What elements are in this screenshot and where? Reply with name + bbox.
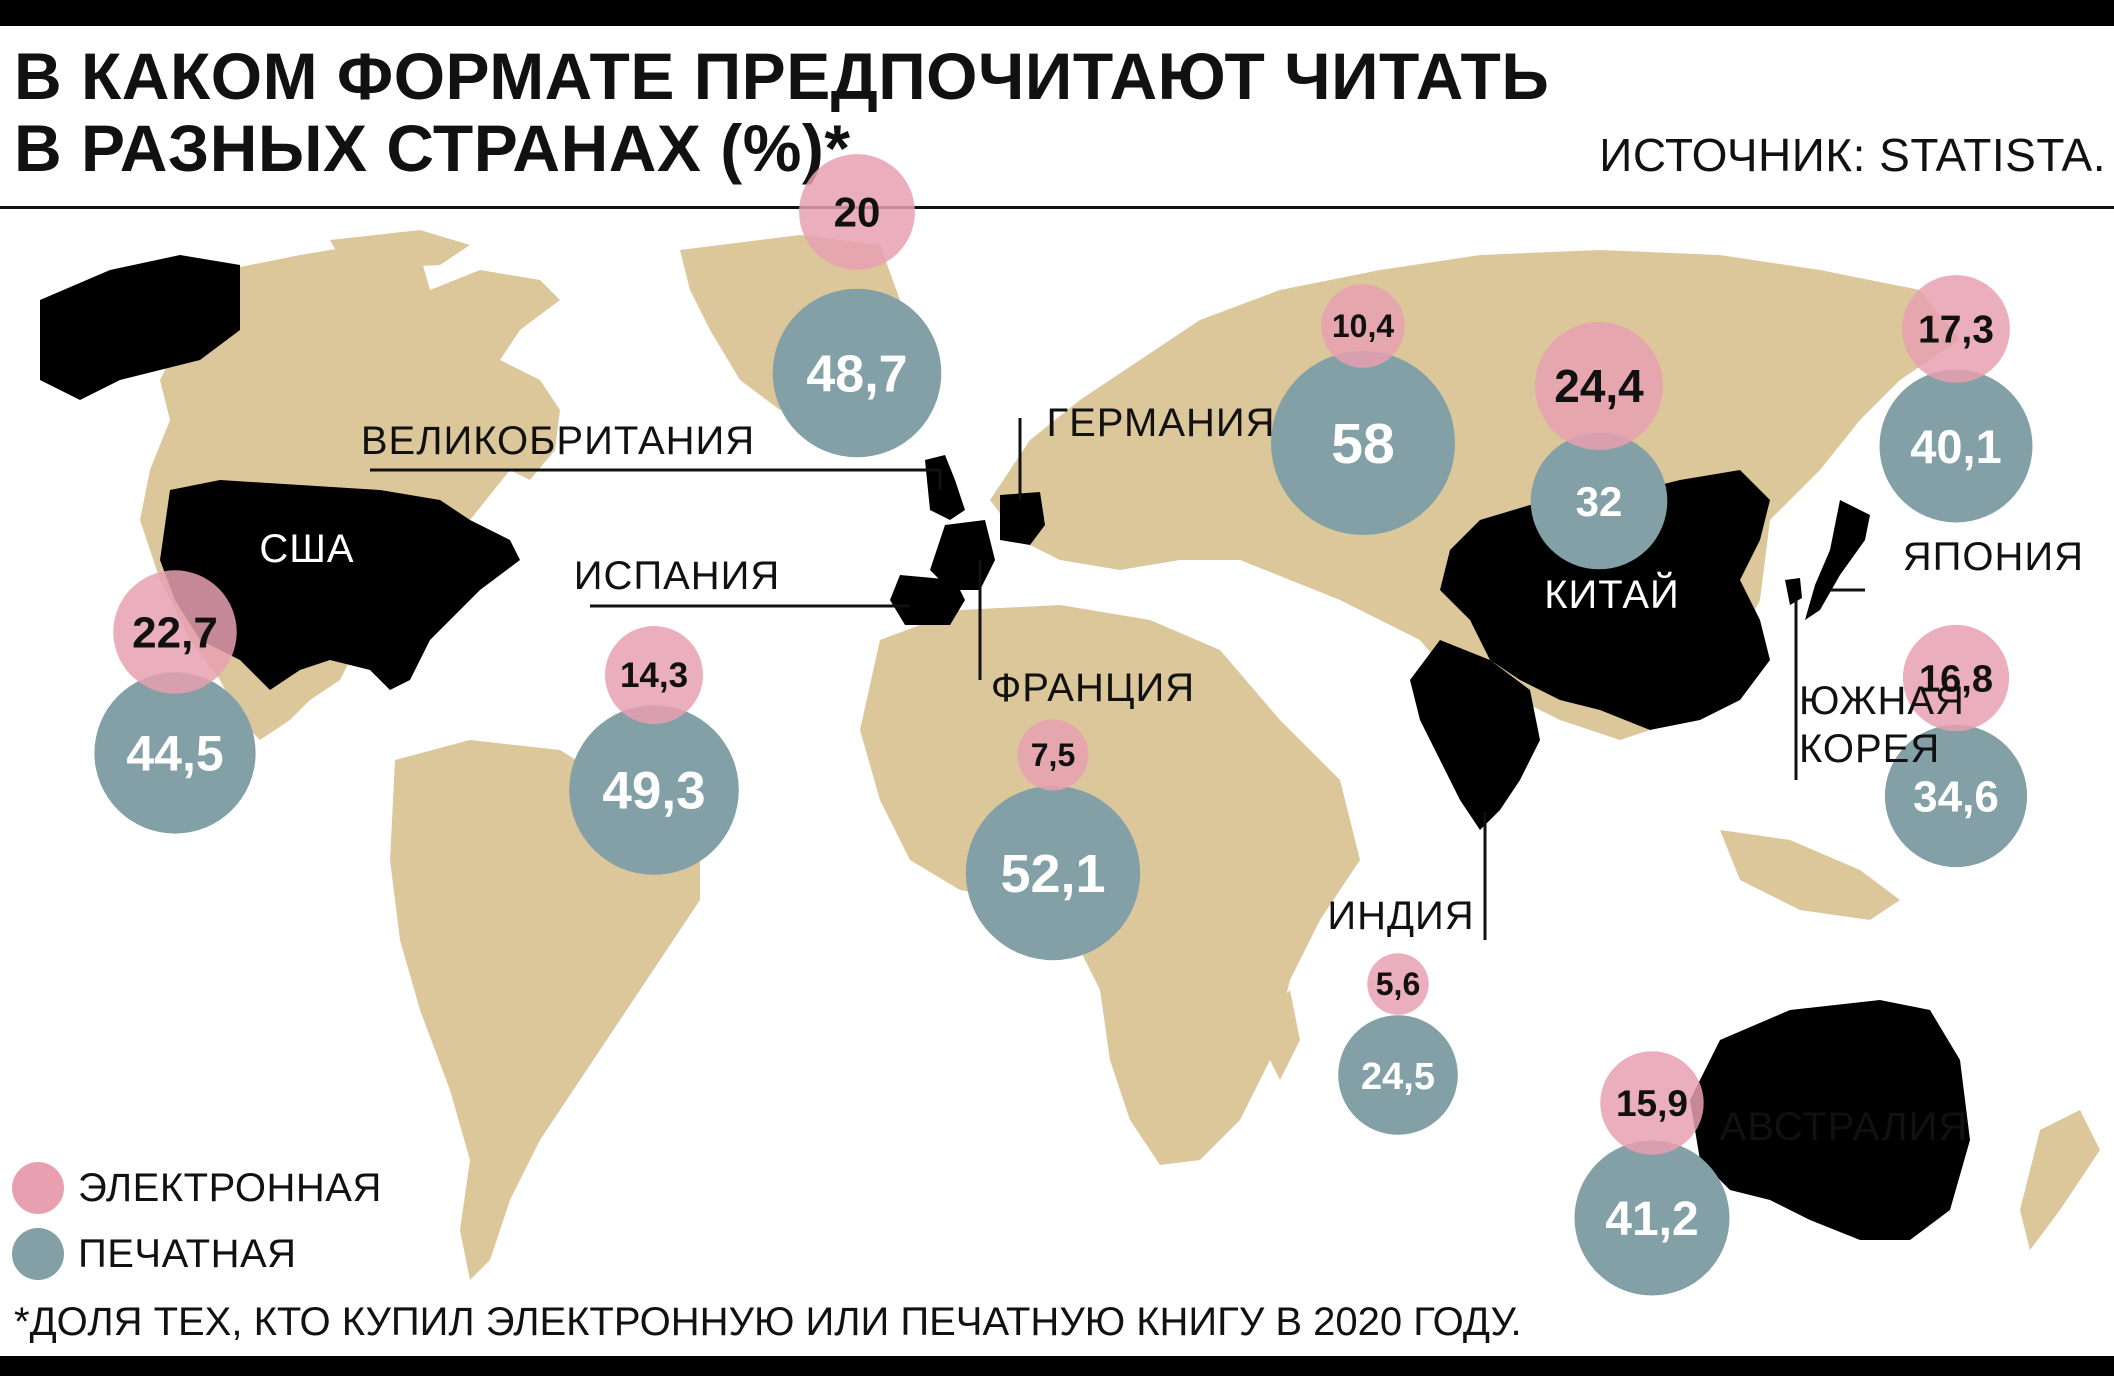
landmass-new-zealand (2020, 1110, 2100, 1250)
country-shape-alaska (40, 255, 240, 400)
country-shape-china (1440, 470, 1770, 730)
electronic-value-индия: 5,6 (1376, 966, 1420, 1002)
print-bubble-сша (94, 672, 256, 834)
country-shape-usa (160, 480, 520, 690)
country-shape-uk (925, 455, 965, 520)
print-value-австралия: 41,2 (1605, 1193, 1698, 1246)
print-bubble-япония (1879, 369, 2033, 523)
print-bubble-великобритания (772, 288, 942, 458)
footnote: *ДОЛЯ ТЕХ, КТО КУПИЛ ЭЛЕКТРОННУЮ ИЛИ ПЕЧ… (14, 1300, 1522, 1344)
electronic-bubble-сша (113, 570, 237, 694)
country-label-южная-корея-1: ЮЖНАЯ (1799, 679, 1965, 723)
country-label-франция: ФРАНЦИЯ (991, 666, 1195, 710)
legend-electronic: ЭЛЕКТРОННАЯ (12, 1162, 382, 1214)
print-value-япония: 40,1 (1910, 420, 2001, 473)
country-label-япония: ЯПОНИЯ (1903, 535, 2084, 579)
country-shape-germany (1000, 492, 1045, 545)
country-shape-spain (890, 575, 965, 625)
print-value-сша: 44,5 (126, 726, 223, 782)
leader-uk (370, 468, 942, 490)
legend-print-label: ПЕЧАТНАЯ (78, 1231, 297, 1276)
source-label: ИСТОЧНИК: STATISTA. (1599, 129, 2106, 181)
print-bubble-китай (1530, 432, 1668, 570)
country-label-великобритания: ВЕЛИКОБРИТАНИЯ (361, 419, 755, 463)
electronic-bubble-германия (1321, 284, 1405, 368)
country-label-южная-корея-2: КОРЕЯ (1799, 727, 1940, 771)
top-bar (0, 0, 2114, 26)
landmass-south-america (390, 740, 700, 1280)
bubble-layer: 44,5 22,7 49,3 14,3 48,7 20 52,1 7,5 58 10,4 32 24,… (94, 154, 2033, 1296)
electronic-value-китай: 24,4 (1554, 360, 1644, 412)
print-value-испания: 49,3 (602, 762, 705, 821)
electronic-value-австралия: 15,9 (1616, 1083, 1688, 1124)
print-bubble-германия (1271, 351, 1455, 535)
electronic-value-испания: 14,3 (620, 656, 688, 695)
print-bubble-индия (1338, 1015, 1458, 1135)
country-shape-australia (1690, 1000, 1970, 1240)
electronic-value-южная-корея: 16,8 (1919, 658, 1993, 700)
electronic-bubble-япония (1902, 275, 2010, 383)
legend-electronic-label: ЭЛЕКТРОННАЯ (78, 1165, 382, 1210)
highlight-layer (40, 255, 1970, 1240)
country-label-австралия: АВСТРАЛИЯ (1720, 1105, 1968, 1149)
electronic-bubble-индия (1367, 953, 1429, 1015)
electronic-bubble-австралия (1600, 1051, 1704, 1155)
country-label-индия: ИНДИЯ (1327, 894, 1474, 938)
landmass-madagascar (1265, 990, 1300, 1080)
print-bubble-испания (569, 705, 739, 875)
page-title: В КАКОМ ФОРМАТЕ ПРЕДПОЧИТАЮТ ЧИТАТЬ В РА… (14, 40, 1549, 184)
electronic-value-германия: 10,4 (1332, 308, 1394, 344)
legend-electronic-swatch (12, 1162, 64, 1214)
landmass-southeast-asia (1720, 830, 1900, 920)
country-label-испания: ИСПАНИЯ (574, 554, 781, 598)
print-value-великобритания: 48,7 (806, 346, 907, 404)
country-shape-india (1410, 640, 1540, 830)
country-label-китай: КИТАЙ (1544, 571, 1680, 617)
electronic-bubble-китай (1535, 322, 1663, 450)
title-line-1: В КАКОМ ФОРМАТЕ ПРЕДПОЧИТАЮТ ЧИТАТЬ (14, 39, 1550, 113)
print-bubble-австралия (1574, 1140, 1730, 1296)
country-label-сша: США (259, 527, 354, 571)
title-line-2: В РАЗНЫХ СТРАНАХ (%)* (14, 111, 851, 185)
bottom-bar (0, 1356, 2114, 1376)
country-label-германия: ГЕРМАНИЯ (1046, 401, 1275, 445)
electronic-bubble-южная-корея (1902, 624, 2010, 732)
legend-print-swatch (12, 1228, 64, 1280)
print-value-южная-корея: 34,6 (1913, 773, 1999, 822)
legend-print: ПЕЧАТНАЯ (12, 1228, 297, 1280)
print-value-германия: 58 (1331, 412, 1394, 476)
electronic-bubble-великобритания (799, 154, 915, 270)
print-value-франция: 52,1 (1000, 844, 1105, 904)
print-value-китай: 32 (1576, 478, 1623, 525)
landmass-arctic-islands (330, 230, 470, 268)
electronic-value-франция: 7,5 (1031, 737, 1075, 773)
leader-lines (370, 418, 1865, 940)
print-value-индия: 24,5 (1361, 1056, 1435, 1098)
electronic-value-сша: 22,7 (132, 608, 218, 657)
electronic-value-великобритания: 20 (834, 188, 881, 235)
country-shape-japan (1805, 500, 1870, 620)
electronic-bubble-испания (605, 626, 703, 724)
print-bubble-франция (965, 785, 1141, 961)
print-bubble-южная-корея (1884, 724, 2028, 868)
electronic-value-япония: 17,3 (1918, 308, 1994, 351)
country-shape-south-korea (1785, 578, 1802, 605)
country-labels: США ИСПАНИЯ ВЕЛИКОБРИТАНИЯ ФРАНЦИЯ ГЕРМАНИЯ К… (259, 401, 2084, 1149)
electronic-bubble-франция (1017, 719, 1089, 791)
header-divider (0, 206, 2114, 209)
